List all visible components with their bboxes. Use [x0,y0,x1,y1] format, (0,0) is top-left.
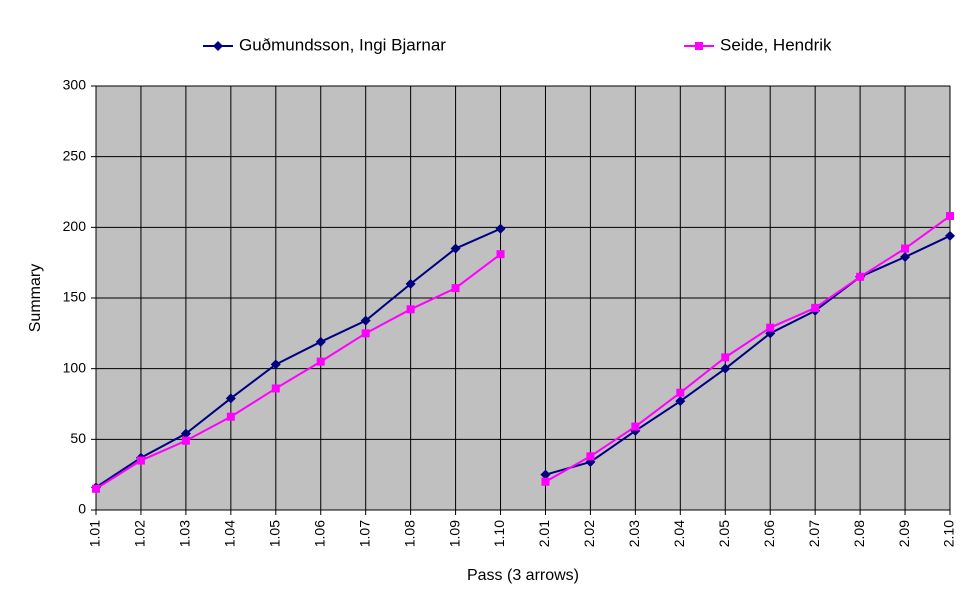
data-point [900,252,911,263]
series-line [95,227,501,489]
x-tick-label: 2.08 [851,520,867,547]
data-point [496,250,505,259]
x-tick-label: 2.05 [716,520,732,547]
data-point [361,329,370,338]
x-tick-label: 1.05 [266,520,282,547]
data-point [540,469,551,480]
data-point [270,359,281,370]
y-tick-label: 250 [63,147,87,163]
data-point [451,284,460,293]
series-line [545,234,951,476]
y-tick-label: 200 [63,218,87,234]
x-tick-label: 1.09 [446,520,462,547]
x-tick-label: 2.02 [581,520,597,547]
data-point [406,305,415,314]
data-point [901,244,910,253]
data-point [225,393,236,404]
y-tick-label: 100 [63,359,87,375]
x-tick-label: 1.08 [401,520,417,547]
data-point [136,456,145,465]
data-point [316,357,325,366]
data-point [92,484,100,493]
data-point [946,212,954,221]
data-point [405,278,416,289]
y-tick-label: 300 [63,77,87,93]
y-axis-title: Summary [27,264,44,332]
x-tick-label: 1.02 [132,520,148,547]
data-point [271,384,280,393]
data-point [181,436,190,445]
data-point [450,243,461,254]
data-point [856,272,865,281]
series-line [95,253,502,490]
data-point [676,388,685,397]
x-tick-label: 1.01 [87,520,103,547]
legend-marker [213,41,223,51]
data-point [315,336,326,347]
data-point [180,428,191,439]
x-tick-label: 2.04 [671,520,687,547]
data-point [675,396,686,407]
data-point [586,452,595,461]
data-point [945,230,955,241]
legend-marker [695,42,703,50]
x-tick-label: 2.06 [761,520,777,547]
data-point [631,422,640,431]
data-point [226,412,235,421]
x-tick-label: 1.07 [356,520,372,547]
data-point [811,303,820,312]
x-axis-title: Pass (3 arrows) [467,567,579,584]
x-tick-label: 1.03 [177,520,193,547]
x-tick-label: 1.04 [222,520,238,547]
x-tick-label: 2.10 [941,520,957,547]
data-point [721,353,730,362]
legend-label: Guðmundsson, Ingi Bjarnar [239,35,446,54]
y-tick-label: 150 [63,289,87,305]
x-tick-label: 1.06 [311,520,327,547]
data-point [360,315,371,326]
data-point [541,477,550,486]
series-line [544,215,951,483]
legend-entry: Guðmundsson, Ingi Bjarnar [203,35,446,54]
legend-entry: Seide, Hendrik [684,35,832,54]
legend-label: Seide, Hendrik [720,35,832,54]
x-tick-label: 2.07 [806,520,822,547]
data-point [766,323,775,332]
data-point [495,223,506,234]
x-tick-label: 1.10 [491,520,507,547]
y-tick-label: 0 [78,501,86,517]
data-point [720,363,731,374]
x-tick-label: 2.01 [536,520,552,547]
y-tick-label: 50 [70,430,86,446]
x-tick-label: 2.03 [626,520,642,547]
x-tick-label: 2.09 [896,520,912,547]
